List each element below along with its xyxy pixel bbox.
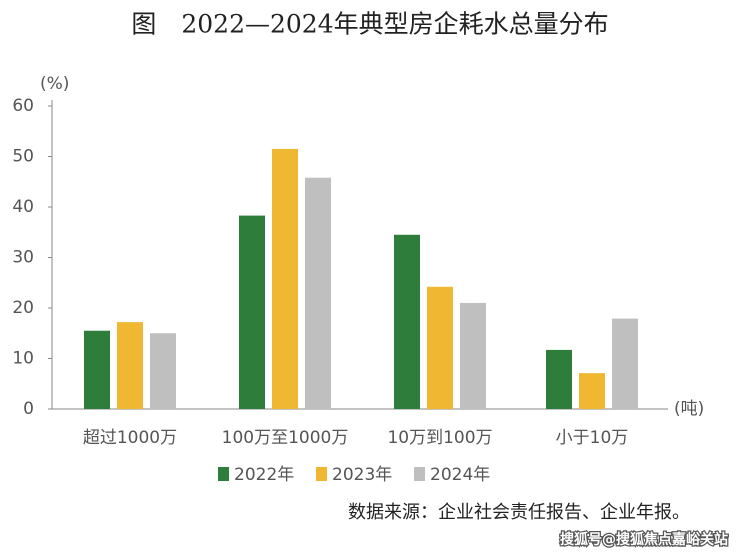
y-tick-label: 30 [12, 248, 34, 268]
legend-label: 2022年 [234, 465, 294, 485]
y-tick-label: 20 [12, 298, 34, 318]
bar [305, 177, 331, 409]
y-tick-label: 10 [12, 349, 34, 369]
source: 数据来源：企业社会责任报告、企业年报。 [348, 502, 690, 523]
bar [117, 322, 143, 409]
bar [394, 234, 420, 409]
legend-swatch [316, 467, 327, 481]
x-tick-label: 超过1000万 [83, 428, 177, 448]
legend-swatch [414, 467, 425, 481]
bar [84, 330, 110, 409]
legend-label: 2024年 [430, 465, 490, 485]
bar [546, 349, 572, 409]
y-tick-label: 40 [12, 197, 34, 217]
bar [427, 286, 453, 409]
x-tick-label: 小于10万 [556, 428, 629, 448]
legend-swatch [218, 467, 229, 481]
y-tick-label: 50 [12, 147, 34, 167]
y-tick-label: 60 [12, 96, 34, 116]
y-unit: (%) [40, 74, 69, 94]
bar [150, 333, 176, 409]
legend-label: 2023年 [332, 465, 392, 485]
x-tick-label: 10万到100万 [387, 428, 492, 448]
bar [272, 148, 298, 410]
x-unit: (吨) [674, 399, 704, 419]
chart-title: 图 2022—2024年典型房企耗水总量分布 [131, 10, 608, 39]
x-tick-label: 100万至1000万 [222, 428, 349, 448]
bar [460, 302, 486, 409]
bar [612, 318, 638, 409]
bar [579, 373, 605, 409]
bar [239, 215, 265, 409]
y-tick-label: 0 [23, 399, 34, 419]
watermark: 搜狐号@搜狐焦点嘉峪关站 [560, 531, 728, 548]
